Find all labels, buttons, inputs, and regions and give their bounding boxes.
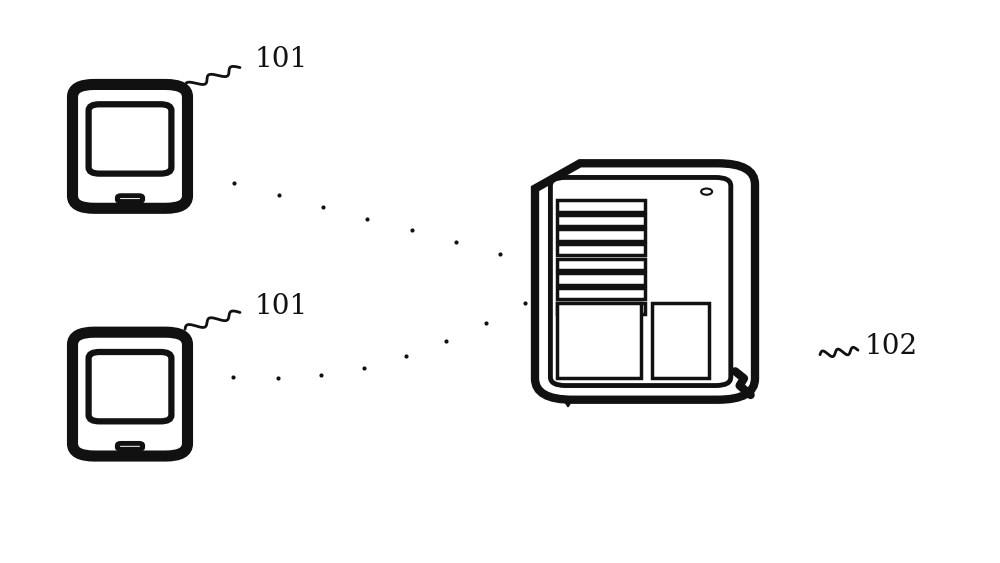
Circle shape	[701, 189, 712, 195]
PathPatch shape	[535, 163, 755, 400]
FancyBboxPatch shape	[73, 332, 188, 456]
Bar	[652, 303, 709, 378]
FancyBboxPatch shape	[89, 104, 171, 173]
Bar	[557, 200, 645, 212]
Text: 102: 102	[865, 333, 918, 360]
FancyBboxPatch shape	[117, 444, 143, 449]
Bar	[557, 303, 645, 314]
Text: 101: 101	[255, 46, 308, 73]
Polygon shape	[564, 400, 572, 407]
Bar	[557, 215, 645, 226]
FancyBboxPatch shape	[73, 84, 188, 208]
Bar	[557, 303, 641, 378]
Bar	[557, 259, 645, 270]
FancyBboxPatch shape	[117, 196, 143, 202]
Bar	[557, 244, 645, 256]
Text: 101: 101	[255, 293, 308, 320]
FancyBboxPatch shape	[89, 352, 171, 421]
FancyBboxPatch shape	[550, 177, 731, 386]
Bar	[557, 230, 645, 241]
Bar	[557, 288, 645, 300]
Bar	[557, 274, 645, 285]
